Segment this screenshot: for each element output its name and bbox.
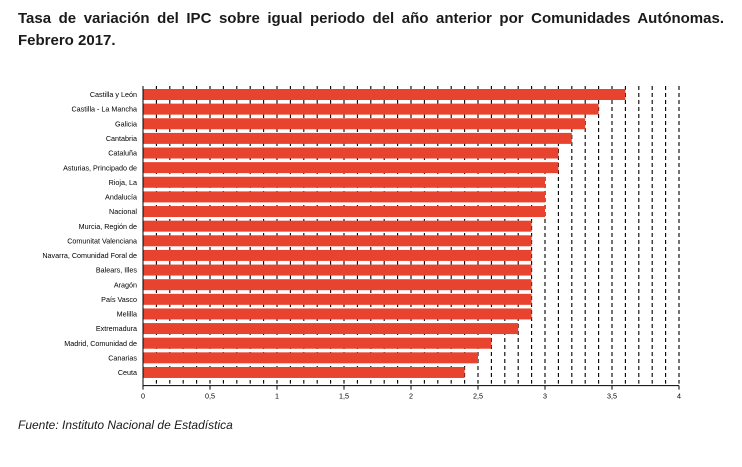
bar [143, 279, 532, 291]
bar [143, 191, 545, 203]
category-label: Extremadura [96, 324, 137, 333]
category-label: Balears, Illes [96, 266, 138, 275]
category-label: Aragón [114, 280, 137, 289]
category-label: Canarias [108, 353, 137, 362]
bar [143, 103, 599, 115]
category-label: Rioja, La [109, 178, 137, 187]
x-tick-label: 0 [141, 392, 145, 401]
bar [143, 89, 626, 100]
bar [143, 176, 545, 188]
bar [143, 366, 465, 378]
bar [143, 132, 572, 144]
x-tick-label: 1,5 [339, 392, 349, 401]
bar [143, 235, 532, 247]
category-label: Cataluña [108, 149, 137, 158]
x-tick-label: 2 [409, 392, 413, 401]
category-label: Andalucía [105, 193, 137, 202]
category-label: Ceuta [118, 368, 137, 377]
bar [143, 206, 545, 218]
x-tick-label: 3,5 [607, 392, 617, 401]
category-label: País Vasco [101, 295, 137, 304]
category-label: Castilla - La Mancha [71, 105, 137, 114]
x-axis: 0 0,5 1 1,5 2 2,5 3 3,5 4 [141, 86, 681, 401]
category-label: Asturias, Principado de [63, 163, 137, 172]
bar [143, 352, 478, 364]
x-tick-label: 3 [543, 392, 547, 401]
chart-title: Tasa de variación del IPC sobre igual pe… [18, 10, 724, 49]
bar [143, 249, 532, 261]
bar [143, 293, 532, 305]
bar [143, 162, 559, 174]
bar [143, 147, 559, 159]
category-labels: Castilla y León Castilla - La Mancha Galic… [42, 90, 137, 377]
category-label: Melilla [117, 310, 137, 319]
bar [143, 308, 532, 320]
category-label: Galicia [115, 119, 137, 128]
bar [143, 220, 532, 232]
x-tick-label: 4 [677, 392, 681, 401]
bars [143, 89, 626, 378]
source-note: Fuente: Instituto Nacional de Estadístic… [18, 418, 233, 432]
bar [143, 337, 492, 349]
category-label: Comunitat Valenciana [67, 236, 137, 245]
category-label: Navarra, Comunidad Foral de [42, 251, 137, 260]
bar [143, 118, 586, 130]
x-tick-label: 1 [275, 392, 279, 401]
x-tick-label: 0,5 [205, 392, 215, 401]
x-tick-label: 2,5 [473, 392, 483, 401]
category-label: Castilla y León [90, 90, 137, 99]
category-label: Madrid, Comunidad de [64, 339, 137, 348]
bar [143, 323, 519, 335]
category-label: Cantabria [106, 134, 137, 143]
category-label: Murcia, Región de [79, 222, 137, 231]
bar [143, 264, 532, 276]
category-label: Nacional [109, 207, 137, 216]
